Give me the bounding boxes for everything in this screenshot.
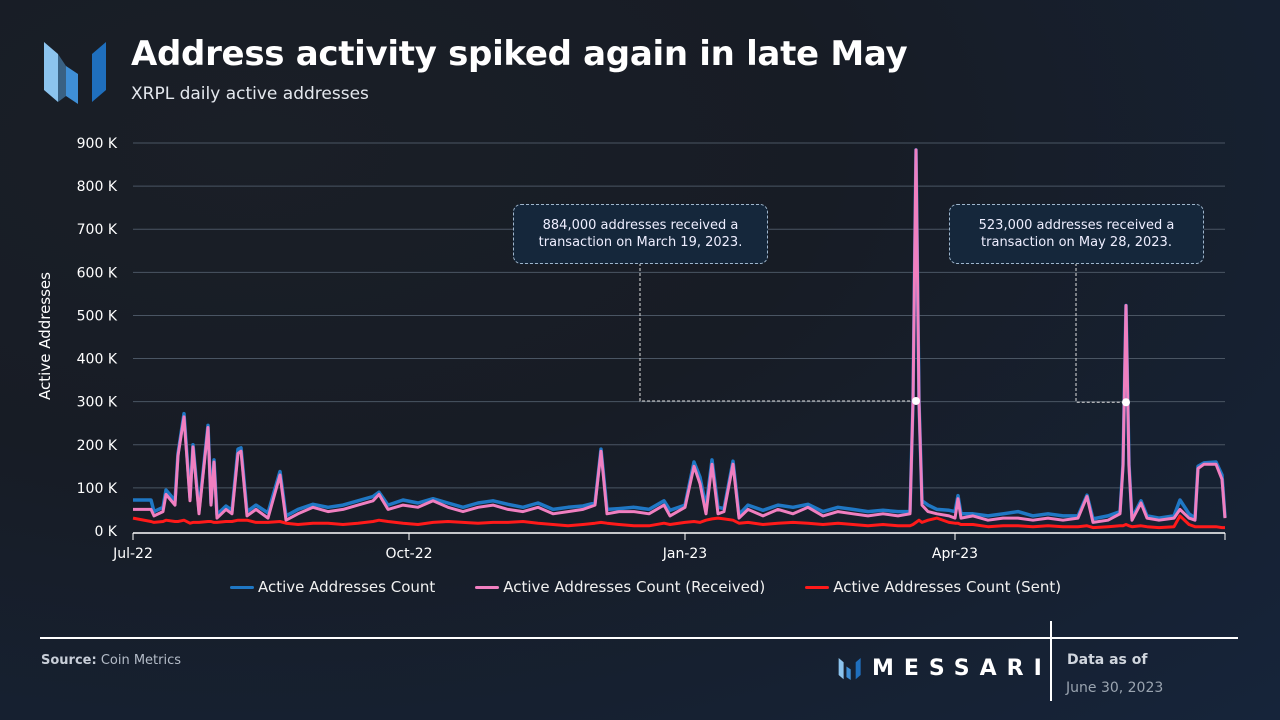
y-axis-label: Active Addresses [36, 272, 54, 400]
annotation-march-text: 884,000 addresses received a transaction… [538, 218, 743, 250]
brand-name: MESSARI [872, 656, 1052, 681]
source-value: Coin Metrics [100, 653, 182, 668]
y-tick-label: 600 K [77, 265, 118, 281]
y-tick-label: 900 K [77, 136, 118, 152]
x-tick-label: Jul-22 [112, 546, 153, 562]
messari-mark-icon [838, 657, 861, 680]
legend-label: Active Addresses Count (Sent) [833, 578, 1062, 596]
page-title: Address activity spiked again in late Ma… [131, 34, 908, 74]
messari-logo-icon [44, 42, 106, 104]
legend-label: Active Addresses Count (Received) [503, 578, 766, 596]
x-tick-label: Oct-22 [385, 546, 432, 562]
page-subtitle: XRPL daily active addresses [131, 84, 369, 104]
y-tick-label: 100 K [77, 481, 118, 497]
legend-swatch [230, 585, 254, 589]
annotation-marker [912, 396, 920, 405]
annotation-leader [639, 263, 916, 402]
y-tick-label: 200 K [77, 438, 118, 454]
series-line-sent [132, 514, 1225, 530]
y-tick-label: 0 K [94, 524, 117, 540]
legend-item-received[interactable]: Active Addresses Count (Received) [475, 578, 765, 596]
legend-item-sent[interactable]: Active Addresses Count (Sent) [805, 578, 1061, 596]
x-tick-label: Jan-23 [662, 546, 707, 562]
chart-legend: Active Addresses Count Active Addresses … [230, 578, 1061, 596]
data-as-of-date: June 30, 2023 [1066, 680, 1164, 696]
source-label: Source: [41, 653, 97, 668]
footer-vertical-divider [1050, 621, 1052, 701]
y-tick-label: 500 K [77, 308, 118, 324]
legend-label: Active Addresses Count [258, 578, 436, 596]
footer-divider [40, 637, 1238, 639]
legend-swatch [475, 585, 500, 589]
annotation-marker [1122, 398, 1130, 407]
legend-swatch [805, 585, 830, 589]
annotation-may: 523,000 addresses received a transaction… [949, 204, 1204, 264]
annotation-march: 884,000 addresses received a transaction… [513, 204, 768, 264]
y-tick-label: 700 K [77, 222, 118, 238]
y-tick-label: 300 K [77, 395, 118, 411]
annotation-may-text: 523,000 addresses received a transaction… [978, 218, 1175, 250]
brand-logo: MESSARI [838, 656, 1052, 681]
legend-item-total[interactable]: Active Addresses Count [230, 578, 435, 596]
y-tick-label: 400 K [77, 352, 118, 368]
source-note: Source: Coin Metrics [41, 653, 181, 668]
y-tick-label: 800 K [77, 179, 118, 195]
x-tick-label: Apr-23 [932, 546, 978, 562]
data-as-of-label: Data as of [1067, 652, 1148, 668]
annotation-leader [1075, 263, 1126, 403]
series-line-received [133, 148, 1227, 524]
